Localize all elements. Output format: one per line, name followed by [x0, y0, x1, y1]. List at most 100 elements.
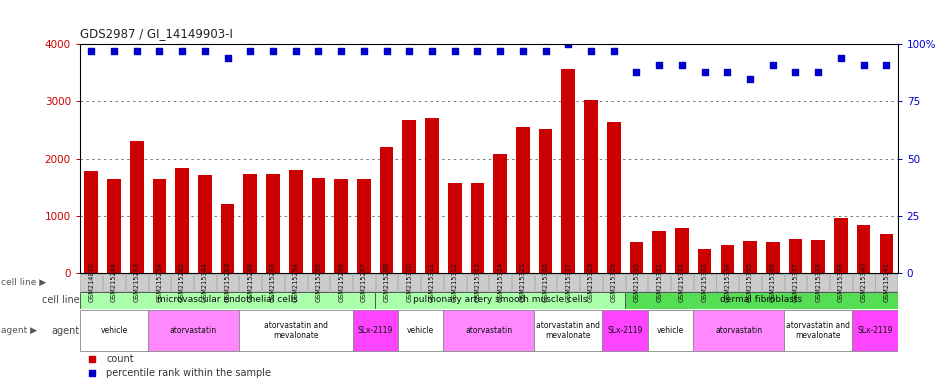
Bar: [744, 241, 757, 273]
FancyBboxPatch shape: [557, 274, 579, 291]
Text: GSM215329: GSM215329: [611, 262, 617, 302]
FancyBboxPatch shape: [853, 310, 898, 351]
Text: GSM215311: GSM215311: [429, 262, 435, 302]
FancyBboxPatch shape: [603, 310, 648, 351]
Point: [334, 48, 349, 54]
Point: [593, 172, 608, 178]
Text: GSM215336: GSM215336: [770, 262, 775, 302]
Text: GSM215312: GSM215312: [452, 262, 458, 302]
Text: GSM215294: GSM215294: [292, 262, 299, 302]
Text: GSM215295: GSM215295: [316, 262, 321, 302]
FancyBboxPatch shape: [171, 274, 193, 291]
FancyBboxPatch shape: [580, 274, 602, 291]
FancyBboxPatch shape: [785, 274, 807, 291]
FancyBboxPatch shape: [103, 274, 125, 291]
Text: SLx-2119: SLx-2119: [357, 326, 393, 335]
Bar: [789, 240, 802, 273]
Bar: [720, 245, 734, 273]
Point: [765, 62, 780, 68]
Point: [493, 48, 508, 54]
Bar: [880, 234, 893, 273]
Bar: [494, 154, 507, 273]
Text: GSM215330: GSM215330: [634, 262, 639, 302]
FancyBboxPatch shape: [421, 274, 443, 291]
Text: GSM215325: GSM215325: [520, 262, 525, 302]
FancyBboxPatch shape: [376, 274, 398, 291]
Bar: [516, 127, 530, 273]
Text: GSM215340: GSM215340: [861, 262, 867, 302]
Text: agent ▶: agent ▶: [1, 326, 37, 335]
Text: GSM215333: GSM215333: [701, 262, 708, 302]
Text: GSM215331: GSM215331: [656, 262, 662, 302]
FancyBboxPatch shape: [262, 274, 284, 291]
FancyBboxPatch shape: [80, 291, 375, 308]
Text: GSM215253: GSM215253: [133, 262, 140, 302]
FancyBboxPatch shape: [149, 274, 170, 291]
FancyBboxPatch shape: [534, 310, 603, 351]
FancyBboxPatch shape: [444, 274, 465, 291]
Text: GSM215293: GSM215293: [270, 262, 276, 302]
Bar: [380, 147, 393, 273]
Bar: [607, 122, 620, 273]
FancyBboxPatch shape: [194, 274, 216, 291]
FancyBboxPatch shape: [739, 274, 761, 291]
Text: GSM215254: GSM215254: [156, 262, 163, 302]
Bar: [335, 179, 348, 273]
Point: [743, 75, 758, 81]
Bar: [152, 179, 166, 273]
Bar: [766, 242, 779, 273]
FancyBboxPatch shape: [535, 274, 556, 291]
FancyBboxPatch shape: [716, 274, 738, 291]
FancyBboxPatch shape: [330, 274, 352, 291]
Point: [788, 69, 803, 75]
Bar: [266, 174, 280, 273]
Bar: [630, 242, 643, 273]
Text: GSM215327: GSM215327: [565, 262, 572, 302]
FancyBboxPatch shape: [149, 310, 239, 351]
Bar: [425, 118, 439, 273]
FancyBboxPatch shape: [444, 310, 534, 351]
FancyBboxPatch shape: [80, 274, 102, 291]
Point: [425, 48, 440, 54]
Text: GSM215296: GSM215296: [338, 262, 344, 302]
Point: [470, 48, 485, 54]
FancyBboxPatch shape: [375, 291, 625, 308]
Text: GSM215326: GSM215326: [542, 262, 549, 302]
Point: [834, 55, 849, 61]
Bar: [289, 170, 303, 273]
FancyBboxPatch shape: [807, 274, 829, 291]
FancyBboxPatch shape: [694, 274, 715, 291]
Point: [243, 48, 258, 54]
Text: GSM215310: GSM215310: [406, 262, 413, 302]
Text: GDS2987 / GI_14149903-I: GDS2987 / GI_14149903-I: [80, 27, 233, 40]
FancyBboxPatch shape: [489, 274, 511, 291]
Bar: [243, 174, 257, 273]
Bar: [561, 69, 575, 273]
FancyBboxPatch shape: [352, 274, 375, 291]
FancyBboxPatch shape: [512, 274, 534, 291]
Point: [674, 62, 689, 68]
FancyBboxPatch shape: [649, 274, 670, 291]
FancyBboxPatch shape: [398, 310, 444, 351]
Point: [289, 48, 304, 54]
FancyBboxPatch shape: [216, 274, 239, 291]
Point: [810, 69, 825, 75]
Point: [593, 300, 608, 306]
Text: GSM215244: GSM215244: [111, 262, 117, 302]
Text: SLx-2119: SLx-2119: [857, 326, 893, 335]
FancyBboxPatch shape: [466, 274, 489, 291]
FancyBboxPatch shape: [307, 274, 329, 291]
Text: atorvastatin and
mevalonate: atorvastatin and mevalonate: [537, 321, 601, 340]
Point: [197, 48, 212, 54]
Bar: [221, 204, 234, 273]
Bar: [198, 175, 212, 273]
Point: [220, 55, 235, 61]
Bar: [402, 120, 416, 273]
Bar: [652, 231, 666, 273]
Text: percentile rank within the sample: percentile rank within the sample: [106, 368, 271, 378]
Point: [606, 48, 621, 54]
Text: atorvastatin: atorvastatin: [170, 326, 217, 335]
Bar: [130, 141, 144, 273]
FancyBboxPatch shape: [285, 274, 306, 291]
Point: [152, 48, 167, 54]
